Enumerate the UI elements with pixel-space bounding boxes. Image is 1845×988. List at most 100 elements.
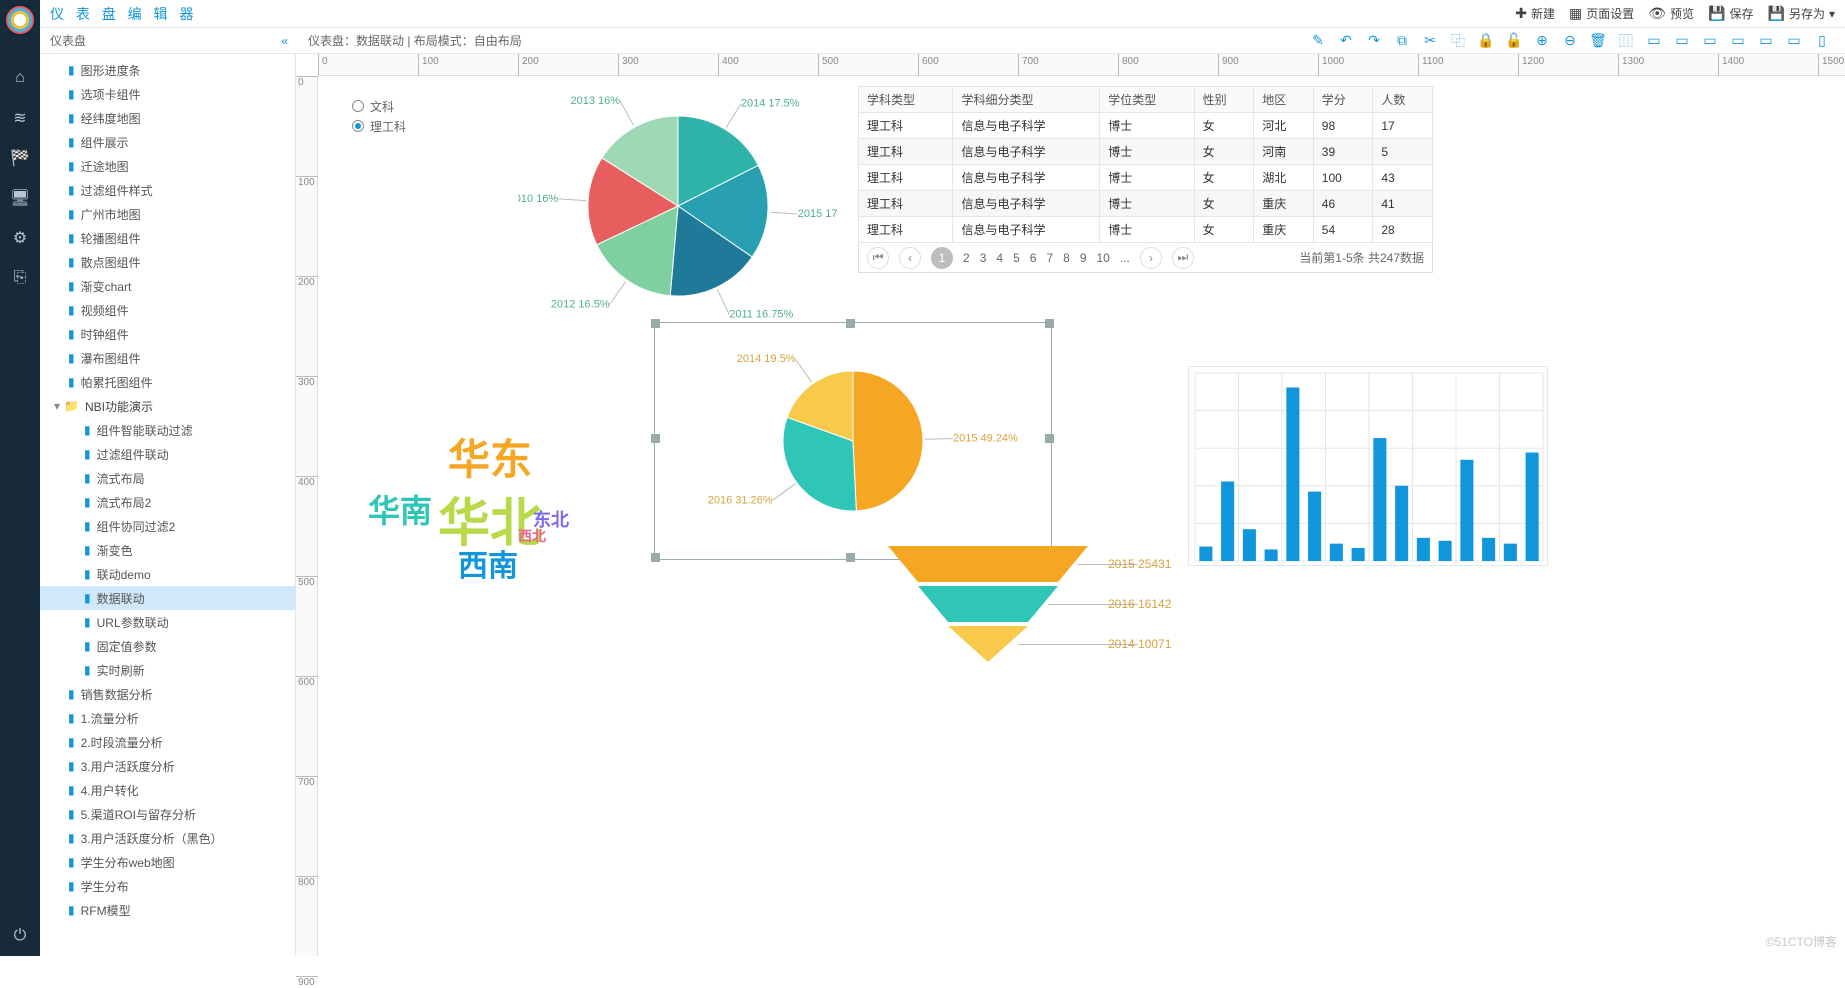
toolbar-btn-3[interactable]: ⧉	[1393, 32, 1411, 50]
wordcloud-word[interactable]: 西北	[518, 526, 546, 546]
wordcloud-word[interactable]: 华南	[368, 486, 432, 532]
top-btn-4[interactable]: 💾另存为▾	[1768, 5, 1835, 22]
pager-page[interactable]: 8	[1063, 251, 1070, 265]
pager-page[interactable]: 1	[931, 247, 953, 269]
rail-home[interactable]: ⌂	[0, 58, 40, 98]
pager-page[interactable]: 9	[1080, 251, 1087, 265]
tree-node[interactable]: ▮组件协同过滤2	[40, 514, 295, 538]
tree-node[interactable]: ▮销售数据分析	[40, 682, 295, 706]
collapse-tree-icon[interactable]: «	[281, 34, 288, 48]
toolbar-btn-4[interactable]: ✂	[1421, 32, 1439, 50]
tree-node[interactable]: ▮1.流量分析	[40, 706, 295, 730]
tree-node[interactable]: ▮数据联动	[40, 586, 295, 610]
tree-node[interactable]: ▮过滤组件联动	[40, 442, 295, 466]
tree-node[interactable]: ▮URL参数联动	[40, 610, 295, 634]
tree-node[interactable]: ▮帕累托图组件	[40, 370, 295, 394]
table-row[interactable]: 理工科信息与电子科学博士女河南395	[859, 139, 1433, 165]
toolbar-btn-14[interactable]: ▭	[1701, 32, 1719, 50]
tree-node[interactable]: ▮学生分布web地图	[40, 850, 295, 874]
table-header[interactable]: 性别	[1194, 87, 1254, 113]
bar-chart[interactable]	[1188, 366, 1548, 566]
tree-node[interactable]: ▮过滤组件样式	[40, 178, 295, 202]
word-cloud[interactable]: 华东华北华南东北西北西南	[348, 386, 608, 586]
rail-power[interactable]: ⏻	[0, 916, 40, 956]
tree-node[interactable]: ▮流式布局	[40, 466, 295, 490]
tree-folder[interactable]: ▾📁NBI功能演示	[40, 394, 295, 418]
toolbar-btn-11[interactable]: ⿲	[1617, 32, 1635, 50]
tree-node[interactable]: ▮4.用户转化	[40, 778, 295, 802]
pager-page[interactable]: ...	[1120, 251, 1130, 265]
toolbar-btn-15[interactable]: ▭	[1729, 32, 1747, 50]
toolbar-btn-7[interactable]: 🔓	[1505, 32, 1523, 50]
toolbar-btn-13[interactable]: ▭	[1673, 32, 1691, 50]
rail-screen[interactable]: 🖥	[0, 178, 40, 218]
table-row[interactable]: 理工科信息与电子科学博士女湖北10043	[859, 165, 1433, 191]
pie-chart-years[interactable]: 2014 17.5%2015 17…2011 16.75%2012 16.5%0…	[518, 86, 838, 326]
tree-node[interactable]: ▮散点图组件	[40, 250, 295, 274]
toolbar-btn-18[interactable]: ▯	[1813, 32, 1831, 50]
legend-option-ligong[interactable]: 理工科	[352, 116, 406, 136]
pager-page[interactable]: 2	[963, 251, 970, 265]
toolbar-btn-5[interactable]: ⿻	[1449, 32, 1467, 50]
rail-dashboard[interactable]: 🏁	[0, 138, 40, 178]
stage[interactable]: 文科 理工科 2014 17.5%2015 17…2011 16.75%2012…	[318, 76, 1845, 956]
tree-node[interactable]: ▮学生分布	[40, 874, 295, 898]
toolbar-btn-0[interactable]: ✎	[1309, 32, 1327, 50]
tree-node[interactable]: ▮3.用户活跃度分析	[40, 754, 295, 778]
tree-node[interactable]: ▮图形进度条	[40, 58, 295, 82]
tree-node[interactable]: ▮2.时段流量分析	[40, 730, 295, 754]
tree-node[interactable]: ▮时钟组件	[40, 322, 295, 346]
legend-option-wenke[interactable]: 文科	[352, 96, 406, 116]
tree-node[interactable]: ▮组件智能联动过滤	[40, 418, 295, 442]
top-btn-2[interactable]: 👁预览	[1648, 5, 1694, 22]
tree-node[interactable]: ▮瀑布图组件	[40, 346, 295, 370]
tree-node[interactable]: ▮联动demo	[40, 562, 295, 586]
pager-prev[interactable]: ‹	[899, 247, 921, 269]
pager-page[interactable]: 6	[1030, 251, 1037, 265]
tree-node[interactable]: ▮视频组件	[40, 298, 295, 322]
tree-node[interactable]: ▮迁途地图	[40, 154, 295, 178]
pager-page[interactable]: 4	[996, 251, 1003, 265]
table-header[interactable]: 学科细分类型	[953, 87, 1100, 113]
tree-node[interactable]: ▮广州市地图	[40, 202, 295, 226]
pager-last[interactable]: ⏭	[1172, 247, 1194, 269]
tree-node[interactable]: ▮经纬度地图	[40, 106, 295, 130]
tree-node[interactable]: ▮渐变色	[40, 538, 295, 562]
pie-chart-3slice[interactable]: 2015 49.24%2016 31.26%2014 19.5%	[658, 326, 1048, 556]
tree-node[interactable]: ▮实时刷新	[40, 658, 295, 682]
tree-node[interactable]: ▮RFM模型	[40, 898, 295, 922]
table-header[interactable]: 人数	[1373, 87, 1433, 113]
tree-node[interactable]: ▮轮播图组件	[40, 226, 295, 250]
rail-data[interactable]: ≋	[0, 98, 40, 138]
tree-node[interactable]: ▮选项卡组件	[40, 82, 295, 106]
toolbar-btn-10[interactable]: 🗑	[1589, 32, 1607, 50]
pager-page[interactable]: 5	[1013, 251, 1020, 265]
toolbar-btn-17[interactable]: ▭	[1785, 32, 1803, 50]
component-tree[interactable]: ▮图形进度条▮选项卡组件▮经纬度地图▮组件展示▮迁途地图▮过滤组件样式▮广州市地…	[40, 54, 296, 956]
funnel-chart[interactable]: 2015 254312016 161422014 10071	[868, 546, 1288, 716]
pager-page[interactable]: 7	[1046, 251, 1053, 265]
table-header[interactable]: 学位类型	[1100, 87, 1194, 113]
toolbar-btn-16[interactable]: ▭	[1757, 32, 1775, 50]
tree-node[interactable]: ▮流式布局2	[40, 490, 295, 514]
tree-node[interactable]: ▮3.用户活跃度分析（黑色）	[40, 826, 295, 850]
pager-page[interactable]: 3	[980, 251, 987, 265]
toolbar-btn-12[interactable]: ▭	[1645, 32, 1663, 50]
toolbar-btn-9[interactable]: ⊖	[1561, 32, 1579, 50]
wordcloud-word[interactable]: 华东	[448, 426, 532, 487]
pager-page[interactable]: 10	[1097, 251, 1110, 265]
rail-export[interactable]: ⎘	[0, 258, 40, 298]
table-header[interactable]: 学科类型	[859, 87, 953, 113]
table-row[interactable]: 理工科信息与电子科学博士女重庆5428	[859, 217, 1433, 243]
tree-node[interactable]: ▮渐变chart	[40, 274, 295, 298]
table-header[interactable]: 地区	[1254, 87, 1314, 113]
data-table-widget[interactable]: 学科类型学科细分类型学位类型性别地区学分人数理工科信息与电子科学博士女河北981…	[858, 86, 1433, 273]
table-header[interactable]: 学分	[1313, 87, 1373, 113]
table-row[interactable]: 理工科信息与电子科学博士女河北9817	[859, 113, 1433, 139]
toolbar-btn-2[interactable]: ↷	[1365, 32, 1383, 50]
toolbar-btn-1[interactable]: ↶	[1337, 32, 1355, 50]
tree-node[interactable]: ▮5.渠道ROI与留存分析	[40, 802, 295, 826]
toolbar-btn-8[interactable]: ⊕	[1533, 32, 1551, 50]
tree-node[interactable]: ▮组件展示	[40, 130, 295, 154]
top-btn-3[interactable]: 💾保存	[1708, 5, 1753, 22]
